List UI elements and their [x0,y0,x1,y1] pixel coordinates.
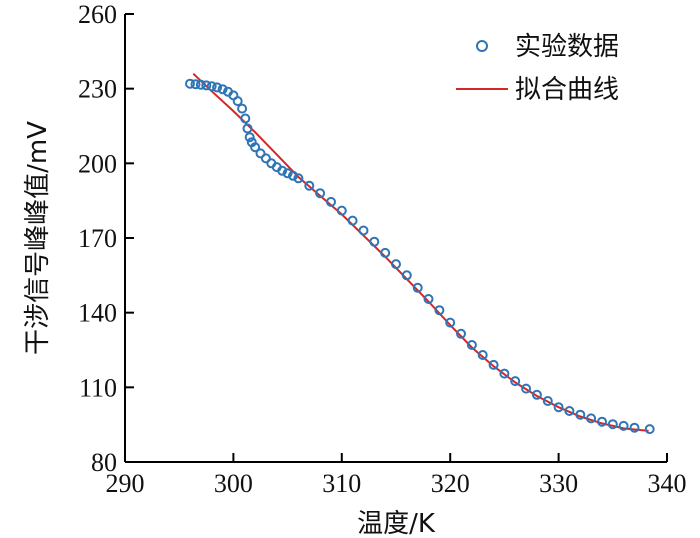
data-point [575,409,586,420]
data-point [315,188,326,199]
legend: 实验数据 拟合曲线 [456,32,619,105]
x-tick-label: 290 [106,469,145,498]
x-tick-label: 310 [322,469,361,498]
x-tick-label: 320 [431,469,470,498]
data-point [288,170,298,181]
data-point [185,78,195,89]
data-point [510,376,521,387]
data-point [277,165,288,176]
data-point [542,396,553,406]
data-point [521,383,532,394]
data-point [607,419,618,430]
data-point [217,84,228,95]
data-point [488,359,499,370]
data-point [456,328,466,339]
data-point [644,424,655,435]
fit-curve-series [192,72,649,432]
data-point [282,168,293,179]
y-ticks: 80 110 140 170 200 230 260 [78,0,134,477]
y-tick-label: 110 [79,373,117,402]
x-tick-label: 300 [214,469,253,498]
fit-curve-line [192,72,649,432]
data-point [212,82,223,93]
data-point [434,305,445,316]
data-point [244,132,255,143]
data-point [347,215,358,226]
data-point [206,81,217,92]
data-point [391,259,401,270]
legend-marker-scatter [476,40,488,52]
data-point [553,402,564,413]
y-axis-label: 干涉信号峰峰值/mV [23,121,53,355]
legend-label-line: 拟合曲线 [515,75,619,105]
data-point [255,148,266,159]
data-point [195,79,206,90]
x-tick-label: 340 [648,469,687,498]
data-point [201,80,212,91]
x-axis-label: 温度/K [357,509,436,538]
data-point [369,236,380,247]
data-point [401,270,412,281]
y-tick-label: 80 [91,448,117,477]
y-tick-label: 140 [78,299,117,328]
y-tick-label: 200 [78,149,117,178]
data-point [629,422,640,433]
experimental-data-series [185,78,655,435]
data-point [618,420,629,431]
data-point [304,180,315,191]
data-point [466,340,477,350]
x-ticks: 290 300 310 320 330 340 [106,453,687,498]
data-point [237,103,248,114]
data-point [586,413,597,424]
data-point [531,389,542,400]
y-tick-label: 230 [78,75,117,104]
data-point [326,196,336,207]
x-tick-label: 330 [539,469,578,498]
data-point [336,205,347,216]
y-tick-label: 170 [78,224,117,253]
y-tick-label: 260 [78,0,117,29]
data-point [242,123,253,134]
data-point [260,153,271,164]
data-point [232,96,243,107]
data-point [597,416,607,427]
data-point [293,173,304,184]
data-point [423,294,434,304]
data-point [564,406,575,416]
data-point [477,350,488,360]
data-point [358,225,369,236]
data-point [380,247,391,258]
data-point [190,79,201,90]
data-point [240,113,251,124]
data-point [412,282,423,293]
data-point [250,142,261,153]
legend-label-scatter: 实验数据 [515,32,619,62]
data-point [445,317,456,328]
data-point [499,368,510,379]
